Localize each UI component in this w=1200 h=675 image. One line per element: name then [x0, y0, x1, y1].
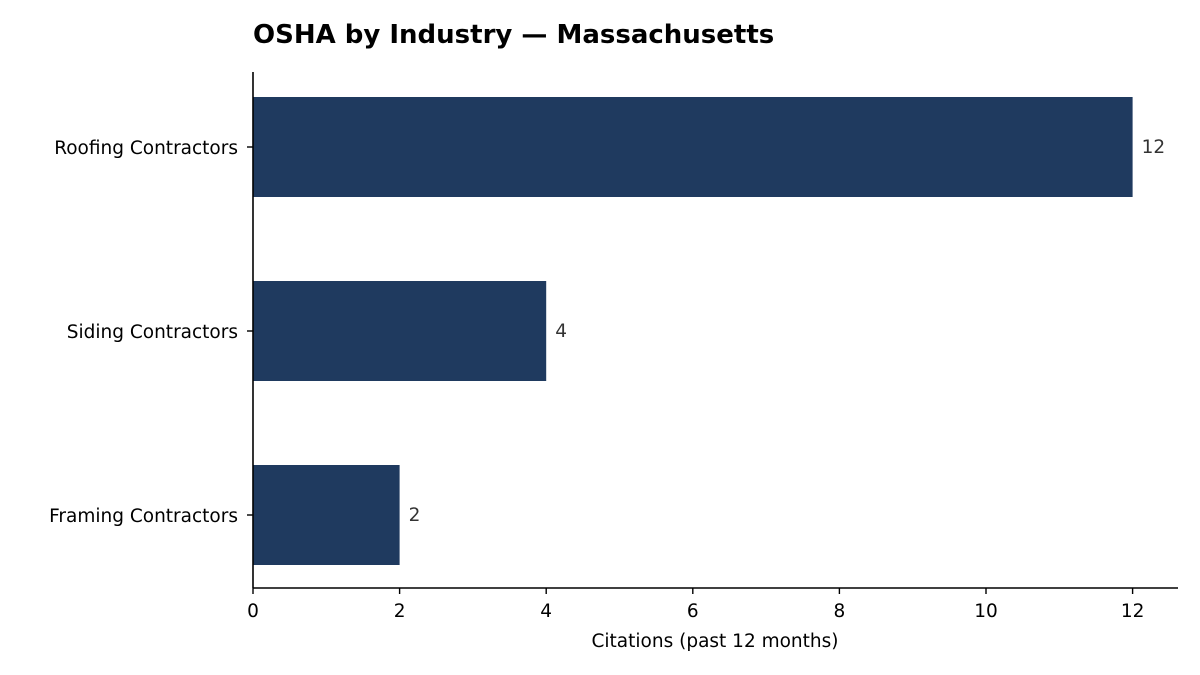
x-tick-label: 12 [1121, 601, 1145, 622]
x-tick-label: 8 [834, 601, 846, 622]
y-tick-label: Framing Contractors [49, 506, 238, 527]
bar [253, 97, 1133, 197]
bar [253, 465, 400, 565]
data-label: 2 [409, 505, 421, 526]
data-label: 12 [1142, 137, 1166, 158]
x-tick-label: 6 [687, 601, 699, 622]
x-tick-label: 0 [247, 601, 259, 622]
ticks-layer: Roofing Contractors Siding Contractors Fra… [49, 138, 1144, 622]
x-tick-label: 10 [974, 601, 998, 622]
x-axis-label: Citations (past 12 months) [592, 631, 839, 652]
bars-layer: 12 4 2 [253, 97, 1165, 565]
y-tick-label: Siding Contractors [67, 322, 238, 343]
y-tick-label: Roofing Contractors [54, 138, 238, 159]
x-tick-label: 4 [540, 601, 552, 622]
bar [253, 281, 547, 381]
data-label: 4 [555, 321, 567, 342]
x-tick-label: 2 [394, 601, 406, 622]
axes-layer [252, 72, 1178, 589]
chart-title: OSHA by Industry — Massachusetts [253, 20, 774, 50]
